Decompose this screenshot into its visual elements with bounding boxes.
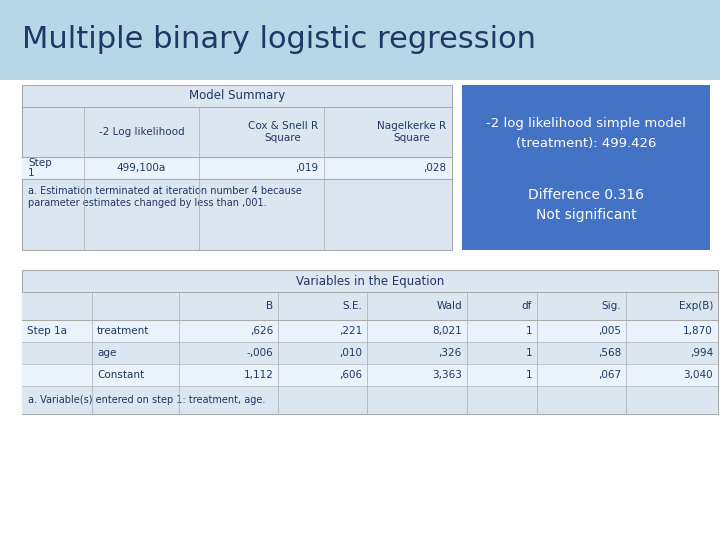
Text: Difference 0.316: Difference 0.316 (528, 188, 644, 202)
Text: ,626: ,626 (250, 326, 273, 336)
Text: Nagelkerke R
Square: Nagelkerke R Square (377, 121, 446, 143)
FancyBboxPatch shape (22, 157, 452, 179)
Text: Model Summary: Model Summary (189, 90, 285, 103)
Text: (treatment): 499.426: (treatment): 499.426 (516, 137, 656, 150)
Text: a. Variable(s) entered on step 1: treatment, age.: a. Variable(s) entered on step 1: treatm… (28, 395, 266, 405)
Text: Exp(B): Exp(B) (679, 301, 713, 311)
FancyBboxPatch shape (22, 342, 718, 364)
Text: Sig.: Sig. (602, 301, 621, 311)
Text: -,006: -,006 (246, 348, 273, 358)
Text: S.E.: S.E. (343, 301, 362, 311)
Text: 1: 1 (28, 168, 35, 178)
Text: ,010: ,010 (339, 348, 362, 358)
Text: 8,021: 8,021 (432, 326, 462, 336)
Text: 1: 1 (526, 370, 532, 380)
FancyBboxPatch shape (0, 0, 720, 80)
Text: 1: 1 (526, 326, 532, 336)
Text: Multiple binary logistic regression: Multiple binary logistic regression (22, 25, 536, 55)
Text: treatment: treatment (97, 326, 150, 336)
FancyBboxPatch shape (22, 386, 718, 414)
Text: Wald: Wald (436, 301, 462, 311)
FancyBboxPatch shape (462, 85, 710, 250)
FancyBboxPatch shape (22, 320, 718, 342)
Text: Constant: Constant (97, 370, 144, 380)
Text: age: age (97, 348, 117, 358)
Text: df: df (521, 301, 532, 311)
Text: Cox & Snell R
Square: Cox & Snell R Square (248, 121, 318, 143)
FancyBboxPatch shape (22, 364, 718, 386)
Text: ,326: ,326 (438, 348, 462, 358)
Text: ,994: ,994 (690, 348, 713, 358)
Text: Not significant: Not significant (536, 208, 636, 222)
Text: Step 1a: Step 1a (27, 326, 67, 336)
Text: ,067: ,067 (598, 370, 621, 380)
FancyBboxPatch shape (22, 292, 718, 320)
Text: 3,040: 3,040 (683, 370, 713, 380)
Text: ,568: ,568 (598, 348, 621, 358)
FancyBboxPatch shape (22, 85, 452, 250)
Text: ,606: ,606 (339, 370, 362, 380)
Text: 3,363: 3,363 (432, 370, 462, 380)
Text: Step: Step (28, 158, 52, 168)
Text: 499,100a: 499,100a (117, 163, 166, 173)
Text: 1,112: 1,112 (243, 370, 273, 380)
Text: -2 Log likelihood: -2 Log likelihood (99, 127, 184, 137)
Text: 1: 1 (526, 348, 532, 358)
Text: 1,870: 1,870 (683, 326, 713, 336)
Text: ,019: ,019 (295, 163, 318, 173)
Text: ,221: ,221 (339, 326, 362, 336)
Text: Variables in the Equation: Variables in the Equation (296, 274, 444, 287)
Text: ,028: ,028 (423, 163, 446, 173)
Text: ,005: ,005 (598, 326, 621, 336)
Text: -2 log likelihood simple model: -2 log likelihood simple model (486, 117, 686, 130)
Text: B: B (266, 301, 273, 311)
Text: a. Estimation terminated at iteration number 4 because
parameter estimates chang: a. Estimation terminated at iteration nu… (28, 186, 302, 208)
FancyBboxPatch shape (22, 270, 718, 414)
